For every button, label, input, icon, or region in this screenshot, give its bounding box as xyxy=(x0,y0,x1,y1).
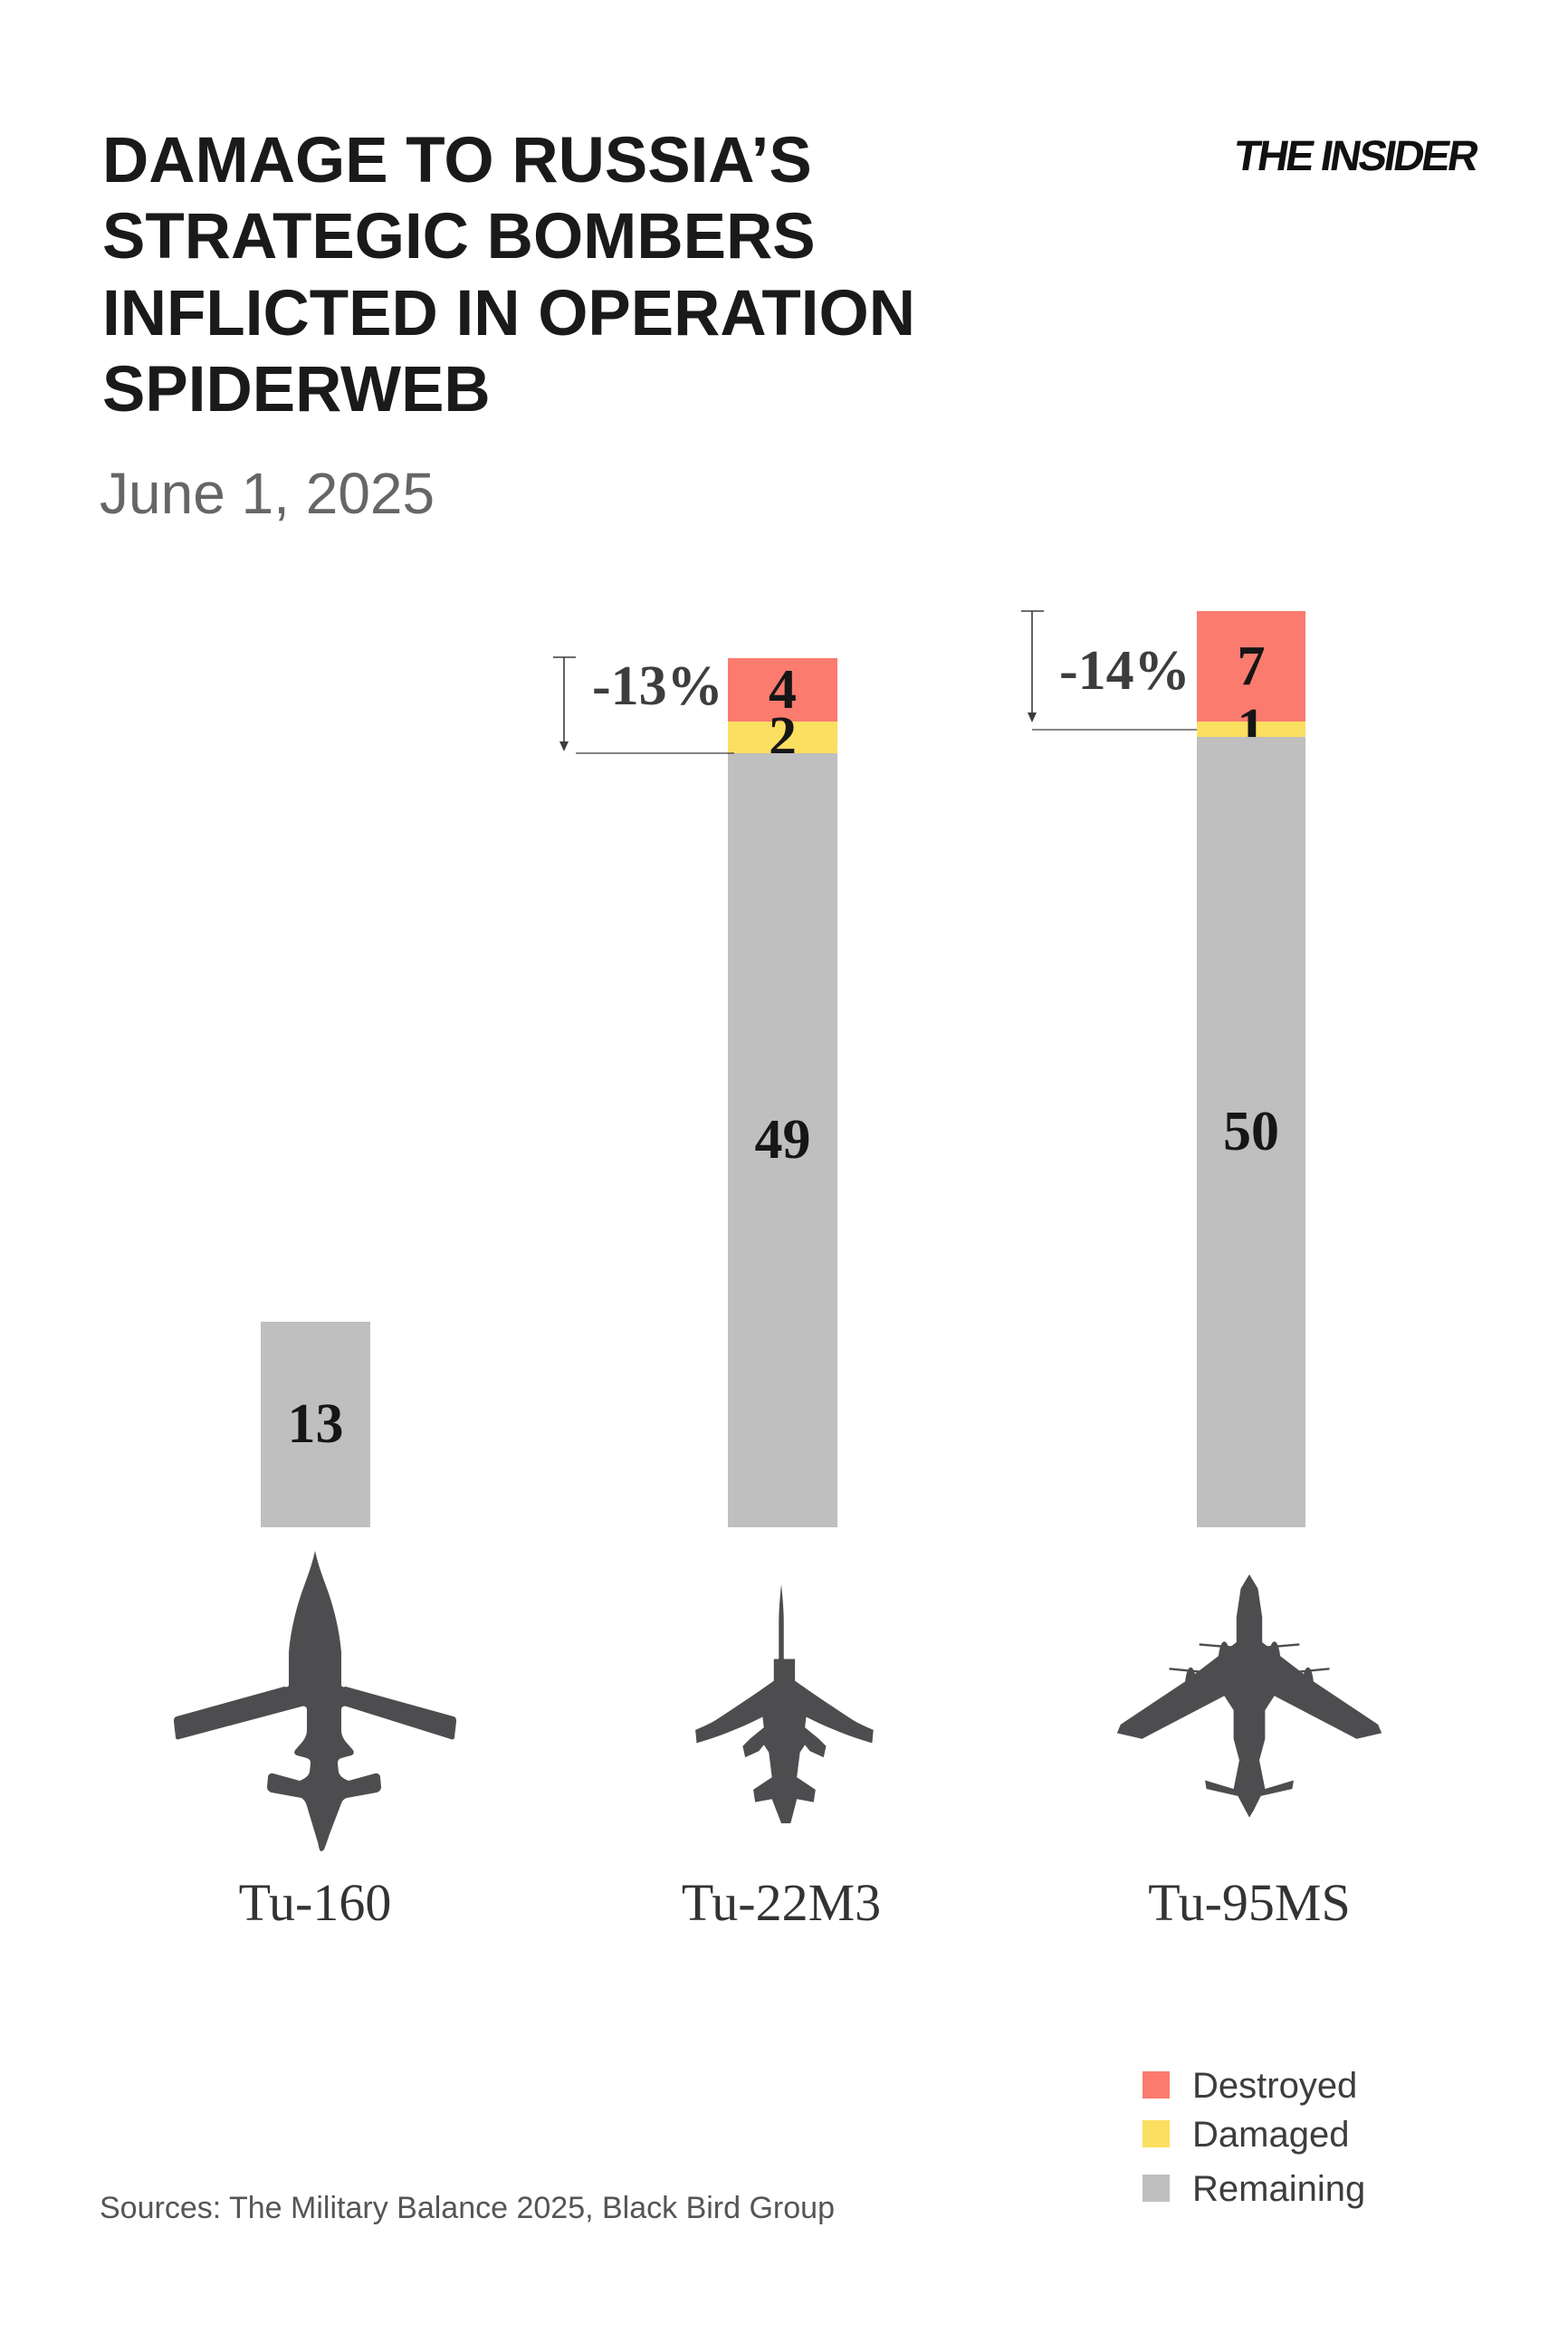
svg-text:THE INSIDER: THE INSIDER xyxy=(1235,131,1482,179)
